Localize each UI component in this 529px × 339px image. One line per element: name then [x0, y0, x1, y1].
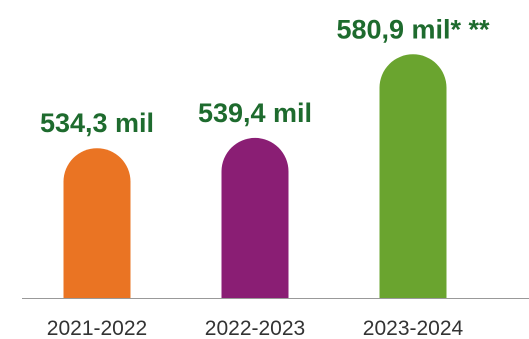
category-label: 2021-2022	[47, 317, 147, 339]
bar-2023-2024	[379, 54, 447, 299]
value-label: 580,9 mil* **	[336, 14, 490, 44]
value-label: 534,3 mil	[40, 108, 154, 138]
value-labels-group: 534,3 mil 539,4 mil 580,9 mil* **	[40, 14, 490, 138]
bars-group	[63, 54, 447, 299]
value-label: 539,4 mil	[198, 98, 312, 128]
bar-2021-2022	[63, 148, 131, 298]
bar-2022-2023	[221, 137, 289, 298]
category-label: 2023-2024	[363, 317, 464, 339]
category-labels-group: 2021-2022 2022-2023 2023-2024	[47, 317, 464, 339]
category-label: 2022-2023	[205, 317, 305, 339]
